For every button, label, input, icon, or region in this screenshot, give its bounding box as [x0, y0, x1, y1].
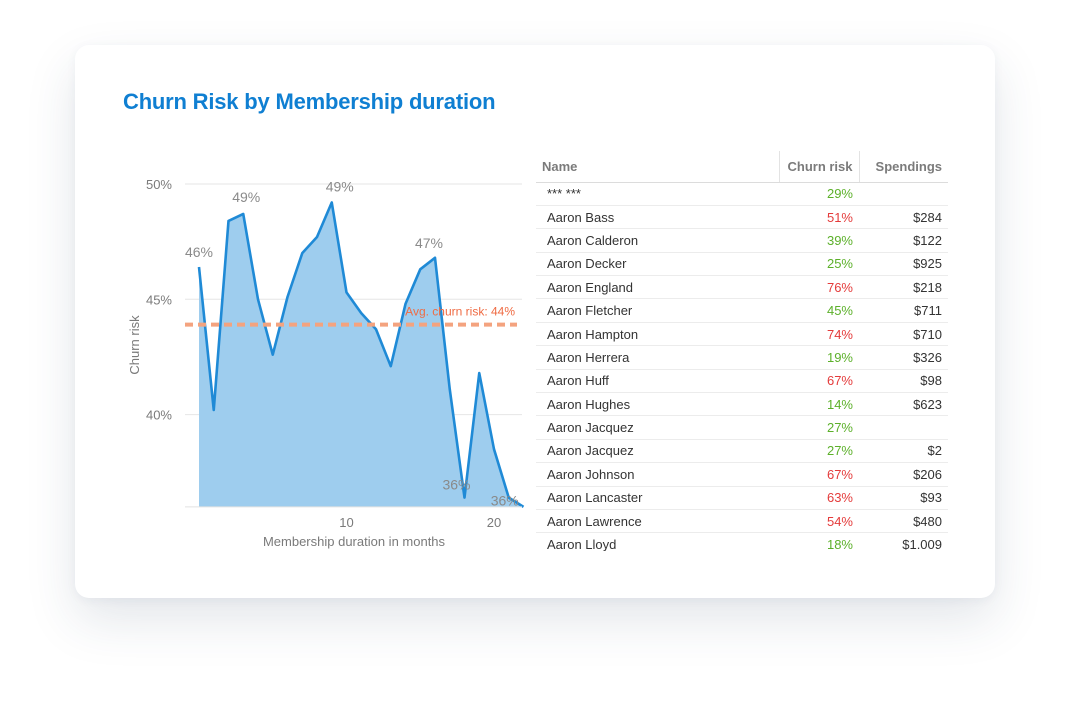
- churn-area-chart: 50% 45% 40% 10 20 Avg. churn risk: 44% 46% 49% 4…: [127, 177, 525, 549]
- data-label: 49%: [326, 178, 354, 194]
- churn-risk-cell: 51%: [779, 205, 859, 230]
- table-row[interactable]: Aaron Lloyd 18% $1.009: [536, 532, 948, 551]
- customer-name-cell: Aaron Johnson: [536, 462, 779, 487]
- churn-card: Churn Risk by Membership duration 50% 45%…: [75, 45, 995, 598]
- spendings-cell: $1.009: [859, 532, 948, 551]
- table-row[interactable]: Aaron Bass 51% $284: [536, 205, 948, 230]
- churn-risk-cell: 67%: [779, 369, 859, 394]
- spendings-cell: $710: [859, 322, 948, 347]
- churn-risk-cell: 29%: [779, 182, 859, 206]
- data-label: 36%: [491, 493, 519, 509]
- data-label: 47%: [415, 235, 443, 251]
- table-row[interactable]: Aaron Decker 25% $925: [536, 252, 948, 277]
- table-row[interactable]: Aaron Johnson 67% $206: [536, 462, 948, 487]
- spendings-cell: $98: [859, 369, 948, 394]
- spendings-cell: $2: [859, 439, 948, 464]
- customer-name-cell: Aaron Herrera: [536, 345, 779, 370]
- churn-risk-cell: 27%: [779, 415, 859, 440]
- y-axis-title: Churn risk: [127, 315, 142, 375]
- churn-risk-cell: 63%: [779, 486, 859, 510]
- spendings-cell: $326: [859, 345, 948, 370]
- y-tick-label: 45%: [146, 292, 172, 307]
- spendings-cell: $925: [859, 252, 948, 277]
- churn-risk-cell: 27%: [779, 439, 859, 464]
- customer-name-cell: Aaron Lloyd: [536, 532, 779, 551]
- customer-table: Name Churn risk Spendings *** *** 29% Aaro…: [536, 151, 948, 551]
- chart-title: Churn Risk by Membership duration: [123, 89, 496, 114]
- customer-name-cell: Aaron Calderon: [536, 228, 779, 253]
- customer-name-cell: Aaron Huff: [536, 369, 779, 394]
- x-axis-title: Membership duration in months: [263, 534, 446, 549]
- column-header-name[interactable]: Name: [536, 151, 779, 183]
- table-row[interactable]: Aaron Lancaster 63% $93: [536, 486, 948, 510]
- spendings-cell: $206: [859, 462, 948, 487]
- churn-risk-cell: 54%: [779, 509, 859, 534]
- customer-name-cell: Aaron Decker: [536, 252, 779, 277]
- spendings-cell: [859, 182, 948, 206]
- table-row[interactable]: Aaron Fletcher 45% $711: [536, 298, 948, 323]
- customer-name-cell: Aaron Hampton: [536, 322, 779, 347]
- customer-name-cell: Aaron Jacquez: [536, 415, 779, 440]
- customer-table-container[interactable]: Name Churn risk Spendings *** *** 29% Aaro…: [536, 151, 948, 551]
- table-row[interactable]: Aaron Calderon 39% $122: [536, 228, 948, 253]
- customer-name-cell: Aaron England: [536, 275, 779, 300]
- customer-name-cell: Aaron Lawrence: [536, 509, 779, 534]
- customer-name-cell: Aaron Lancaster: [536, 486, 779, 510]
- table-row[interactable]: Aaron Hughes 14% $623: [536, 392, 948, 417]
- data-label: 49%: [232, 189, 260, 205]
- spendings-cell: $93: [859, 486, 948, 510]
- churn-risk-cell: 67%: [779, 462, 859, 487]
- customer-name-cell: Aaron Jacquez: [536, 439, 779, 464]
- table-header-row: Name Churn risk Spendings: [536, 151, 948, 183]
- spendings-cell: [859, 415, 948, 440]
- table-row[interactable]: Aaron Huff 67% $98: [536, 369, 948, 394]
- spendings-cell: $122: [859, 228, 948, 253]
- spendings-cell: $284: [859, 205, 948, 230]
- table-row[interactable]: Aaron Herrera 19% $326: [536, 345, 948, 370]
- churn-risk-cell: 25%: [779, 252, 859, 277]
- spendings-cell: $623: [859, 392, 948, 417]
- churn-risk-cell: 14%: [779, 392, 859, 417]
- column-header-churn-risk[interactable]: Churn risk: [778, 151, 860, 183]
- average-line-label: Avg. churn risk: 44%: [405, 305, 515, 319]
- y-tick-label: 40%: [146, 408, 172, 423]
- column-header-spendings[interactable]: Spendings: [859, 151, 948, 183]
- churn-risk-cell: 19%: [779, 345, 859, 370]
- data-label: 46%: [185, 244, 213, 260]
- table-row[interactable]: Aaron England 76% $218: [536, 275, 948, 300]
- churn-risk-cell: 74%: [779, 322, 859, 347]
- churn-risk-cell: 45%: [779, 298, 859, 323]
- churn-risk-cell: 39%: [779, 228, 859, 253]
- table-row[interactable]: *** *** 29%: [536, 182, 948, 206]
- customer-name-cell: Aaron Bass: [536, 205, 779, 230]
- table-row[interactable]: Aaron Jacquez 27%: [536, 415, 948, 440]
- x-tick-label: 10: [339, 515, 353, 530]
- churn-risk-cell: 18%: [779, 532, 859, 551]
- x-tick-label: 20: [487, 515, 501, 530]
- data-label: 36%: [442, 477, 470, 493]
- area-fill: [199, 202, 524, 507]
- customer-name-cell: Aaron Hughes: [536, 392, 779, 417]
- spendings-cell: $218: [859, 275, 948, 300]
- table-row[interactable]: Aaron Hampton 74% $710: [536, 322, 948, 347]
- table-row[interactable]: Aaron Lawrence 54% $480: [536, 509, 948, 534]
- customer-name-cell: *** ***: [536, 182, 779, 206]
- series-line: [197, 201, 525, 508]
- table-row[interactable]: Aaron Jacquez 27% $2: [536, 439, 948, 464]
- churn-risk-cell: 76%: [779, 275, 859, 300]
- spendings-cell: $711: [859, 298, 948, 323]
- customer-name-cell: Aaron Fletcher: [536, 298, 779, 323]
- spendings-cell: $480: [859, 509, 948, 534]
- y-tick-label: 50%: [146, 177, 172, 192]
